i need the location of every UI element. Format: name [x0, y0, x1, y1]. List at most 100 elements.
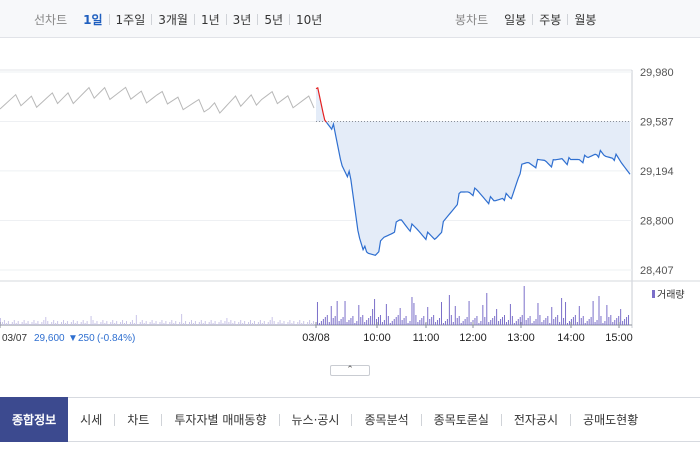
volume-bar: [59, 324, 61, 325]
tab-overview[interactable]: 종합정보: [0, 397, 69, 442]
volume-bar: [157, 324, 159, 325]
period-10y-button[interactable]: 10년: [296, 12, 323, 27]
volume-bar: [112, 320, 114, 325]
volume-bar: [504, 315, 505, 325]
volume-bar: [594, 322, 596, 325]
y-tick-label: 29,587: [640, 116, 674, 128]
volume-bar: [82, 320, 84, 325]
volume-bar: [212, 323, 214, 325]
volume-bar: [17, 321, 19, 325]
volume-bar: [167, 324, 169, 325]
volume-bar: [401, 320, 403, 325]
volume-bar: [9, 324, 11, 325]
price-chart[interactable]: 29,980 29,587 29,194 28,800 28,407 03/08 10:0…: [0, 38, 700, 354]
period-daily-button[interactable]: 일봉: [504, 12, 527, 27]
volume-bar: [53, 320, 55, 325]
volume-bar: [498, 321, 500, 325]
volume-bar: [541, 322, 543, 325]
volume-bar: [159, 322, 161, 325]
volume-bar: [61, 322, 63, 325]
volume-bar: [580, 318, 582, 325]
period-5y-button[interactable]: 5년: [264, 12, 284, 27]
period-weekly-button[interactable]: 주봉: [539, 12, 562, 27]
volume-bar: [446, 319, 448, 325]
period-3y-button[interactable]: 3년: [232, 12, 252, 27]
y-tick-label: 28,407: [640, 265, 674, 277]
volume-bar: [114, 323, 116, 325]
volume-bar: [242, 323, 244, 325]
tab-chart[interactable]: 차트: [127, 413, 150, 427]
volume-bar: [478, 323, 480, 325]
volume-bar: [94, 323, 96, 325]
volume-bar: [273, 321, 275, 325]
volume-bar: [354, 323, 356, 325]
volume-bar: [366, 320, 368, 325]
volume-bar: [525, 320, 527, 325]
volume-bar: [240, 320, 242, 325]
volume-bar: [33, 320, 35, 325]
period-1w-button[interactable]: 1주일: [115, 12, 146, 27]
separator: [278, 413, 280, 426]
volume-bar: [454, 306, 456, 325]
volume-bar: [31, 322, 33, 325]
volume-bar: [563, 318, 565, 325]
tab-price[interactable]: 시세: [80, 413, 103, 427]
period-monthly-button[interactable]: 월봉: [574, 12, 597, 27]
volume-bar: [74, 323, 76, 325]
tab-analysis[interactable]: 종목분석: [364, 413, 409, 427]
volume-bar: [330, 306, 332, 325]
x-tick-label: 12:00: [459, 332, 487, 344]
volume-bar: [98, 324, 100, 325]
separator: [257, 13, 259, 25]
x-tick-label: 03/08: [302, 332, 330, 344]
tab-discussion[interactable]: 종목토론실: [433, 413, 489, 427]
tab-investor-trading[interactable]: 투자자별 매매동향: [174, 413, 267, 427]
volume-bar: [486, 293, 488, 325]
volume-bar: [47, 321, 49, 325]
volume-bar: [586, 321, 588, 325]
volume-bar: [450, 315, 452, 325]
tab-disclosure[interactable]: 전자공시: [513, 413, 559, 427]
volume-bar: [196, 324, 198, 325]
volume-bar: [230, 320, 232, 325]
volume-bar: [626, 317, 628, 325]
period-3m-button[interactable]: 3개월: [158, 12, 188, 27]
collapse-chart-button[interactable]: ⌃: [330, 365, 370, 376]
volume-bar: [108, 324, 110, 325]
volume-bar: [421, 318, 423, 325]
period-1y-button[interactable]: 1년: [200, 12, 220, 27]
volume-bar: [287, 322, 289, 325]
x-tick-label: 11:00: [413, 332, 440, 344]
volume-bar: [11, 322, 13, 325]
volume-bar: [567, 323, 568, 325]
volume-bar: [505, 322, 507, 325]
volume-bar: [628, 315, 630, 325]
volume-bar: [277, 322, 279, 325]
volume-bar: [313, 321, 315, 325]
volume-bar: [604, 321, 606, 325]
tab-short-selling[interactable]: 공매도현황: [583, 413, 639, 427]
period-1d-button[interactable]: 1일: [83, 12, 103, 27]
stock-tabs: 종합정보 시세 차트 투자자별 매매동향 뉴스·공시 종목분석 종목토론실 전자…: [0, 397, 700, 442]
volume-bar: [43, 320, 45, 325]
volume-bar: [346, 322, 348, 325]
volume-bar: [555, 317, 557, 325]
separator: [225, 13, 227, 25]
volume-bar: [222, 323, 224, 325]
volume-bar: [305, 324, 307, 325]
volume-bar: [232, 323, 234, 325]
volume-bar: [13, 320, 15, 325]
volume-bar: [553, 319, 555, 325]
volume-bar: [147, 324, 149, 325]
separator: [567, 13, 569, 25]
volume-bar: [338, 321, 340, 325]
tab-news[interactable]: 뉴스·공시: [291, 413, 340, 427]
volume-bar: [129, 322, 131, 325]
volume-bar: [177, 324, 179, 325]
volume-bar: [301, 323, 303, 325]
volume-bar: [293, 321, 295, 325]
separator: [532, 13, 534, 25]
volume-bar: [311, 323, 313, 325]
volume-bar: [405, 316, 407, 325]
volume-bar: [458, 316, 460, 325]
